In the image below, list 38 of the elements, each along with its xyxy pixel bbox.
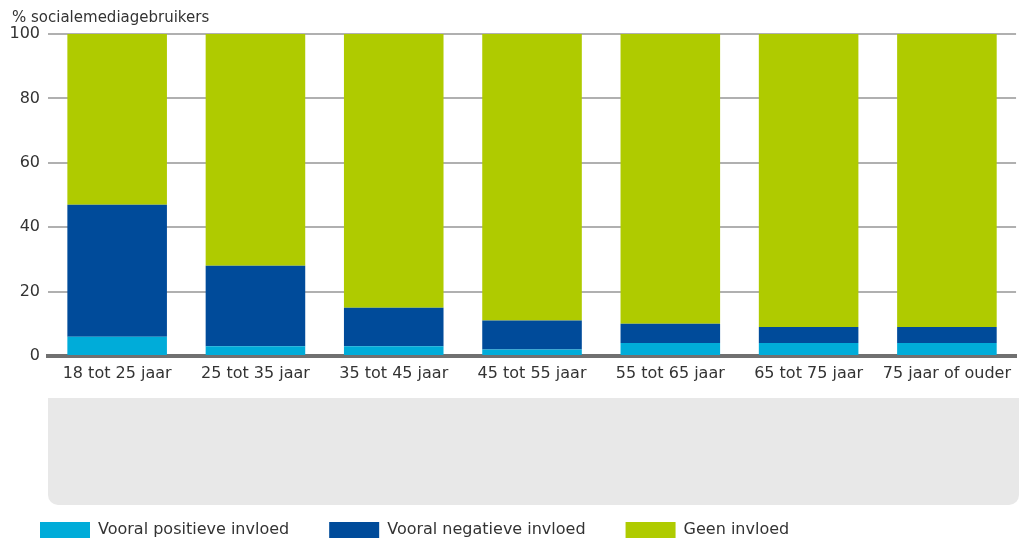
bar: [897, 327, 997, 344]
bar: [620, 34, 721, 324]
bar: [205, 265, 306, 347]
legend-label: Vooral negatieve invloed: [387, 519, 586, 539]
x-tick-label: 65 tot 75 jaar: [754, 362, 864, 382]
x-tick-label: 18 tot 25 jaar: [62, 362, 173, 382]
bar: [758, 34, 859, 328]
bar: [205, 34, 306, 266]
bar: [343, 346, 444, 355]
bar: [758, 327, 859, 344]
bar: [897, 34, 997, 328]
y-tick-label: 0: [29, 345, 40, 365]
bar: [620, 343, 721, 355]
y-axis-title: % socialemediagebruikers: [12, 8, 210, 26]
bar: [758, 343, 859, 355]
y-tick-label: 80: [19, 87, 40, 107]
x-tick-label: 55 tot 65 jaar: [615, 362, 726, 382]
legend-label: Vooral positieve invloed: [98, 519, 290, 539]
bar: [482, 320, 582, 350]
x-tick-label: 45 tot 55 jaar: [477, 362, 587, 382]
legend-label: Geen invloed: [683, 519, 790, 539]
bar: [343, 307, 444, 347]
x-tick-label: 35 tot 45 jaar: [339, 362, 449, 382]
x-tick-label: 75 jaar of ouder: [882, 362, 1012, 382]
bar: [205, 346, 306, 355]
bar: [67, 34, 167, 205]
y-tick-label: 100: [9, 23, 40, 43]
x-tick-label: 25 tot 35 jaar: [200, 362, 311, 382]
y-tick-label: 40: [19, 216, 40, 236]
bar: [67, 204, 167, 337]
bar: [343, 34, 444, 308]
bar: [482, 34, 582, 321]
bar: [67, 336, 167, 355]
y-tick-label: 20: [19, 280, 40, 300]
bar: [482, 349, 582, 355]
y-tick-label: 60: [19, 151, 40, 171]
bar: [897, 343, 997, 355]
bar: [620, 323, 721, 344]
